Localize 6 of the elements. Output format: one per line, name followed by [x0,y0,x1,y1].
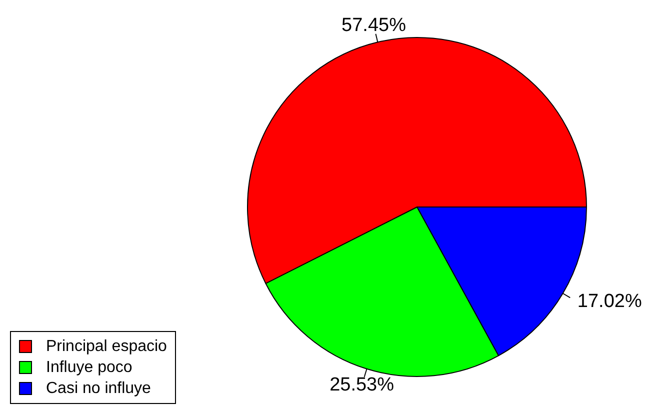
data-label: 57.45% [342,14,406,36]
data-label: 25.53% [330,374,394,396]
legend-label: Principal espacio [46,337,167,357]
data-label: 17.02% [577,291,642,312]
legend-label: Casi no influye [46,379,151,399]
legend-label: Influye poco [46,358,132,378]
